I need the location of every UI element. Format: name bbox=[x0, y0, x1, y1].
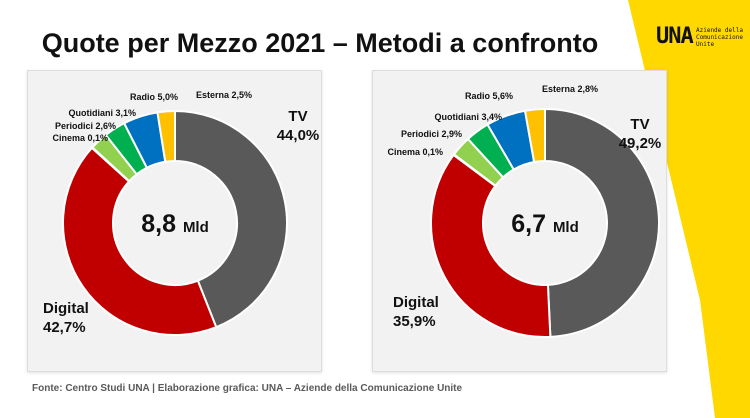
donut-chart-panel-1: 8,8 Mld TV 44,0% Digital 42,7% Cinema 0,1% Per… bbox=[27, 70, 322, 372]
donut-chart-2: 6,7 Mld TV 49,2% Digital 35,9% Cinema 0,1% Per… bbox=[387, 84, 662, 338]
slice-digital bbox=[430, 153, 552, 338]
center-value: 6,7 bbox=[511, 210, 553, 238]
slice-label-esterna: Esterna 2,8% bbox=[542, 84, 598, 94]
logo-text-line: Comunicazione bbox=[696, 34, 743, 41]
center-total-label: 6,7 Mld bbox=[511, 210, 579, 238]
donut-chart-panel-2: 6,7 Mld TV 49,2% Digital 35,9% Cinema 0,1% Per… bbox=[372, 70, 667, 372]
slice-label-periodici: Periodici 2,9% bbox=[401, 129, 462, 139]
slice-esterna bbox=[156, 109, 176, 163]
center-unit: Mld bbox=[183, 219, 209, 236]
slice-label-tv: TV 49,2% bbox=[619, 116, 662, 152]
slice-tv bbox=[174, 109, 288, 329]
logo-text-line: Aziende della bbox=[696, 27, 743, 34]
donut-chart-1: 8,8 Mld TV 44,0% Digital 42,7% Cinema 0,1% Per… bbox=[43, 90, 320, 336]
slice-label-digital: Digital 42,7% bbox=[43, 300, 89, 336]
logo-mark: UNA bbox=[656, 24, 694, 49]
una-logo: UNA Aziende della Comunicazione Unite bbox=[656, 24, 748, 64]
slice-label-radio: Radio 5,6% bbox=[465, 91, 513, 101]
slice-label-esterna: Esterna 2,5% bbox=[196, 90, 252, 100]
slice-label-quotidiani: Quotidiani 3,4% bbox=[434, 112, 502, 122]
slice-label-digital: Digital 35,9% bbox=[393, 294, 439, 330]
source-note: Fonte: Centro Studi UNA | Elaborazione g… bbox=[32, 383, 463, 394]
slice-label-radio: Radio 5,0% bbox=[130, 92, 178, 102]
logo-text: Aziende della Comunicazione Unite bbox=[696, 27, 748, 48]
slice-label-quotidiani: Quotidiani 3,1% bbox=[68, 108, 136, 118]
center-total-label: 8,8 Mld bbox=[141, 210, 209, 238]
slice-esterna bbox=[523, 107, 546, 164]
slice-label-cinema: Cinema 0,1% bbox=[387, 147, 443, 157]
logo-text-line: Unite bbox=[696, 41, 715, 48]
page-title: Quote per Mezzo 2021 – Metodi a confront… bbox=[41, 28, 599, 58]
slice-label-cinema: Cinema 0,1% bbox=[52, 133, 108, 143]
center-unit: Mld bbox=[553, 219, 579, 236]
center-value: 8,8 bbox=[141, 210, 183, 238]
slice-label-tv: TV 44,0% bbox=[277, 108, 320, 144]
slice-tv bbox=[544, 107, 660, 338]
slice-label-periodici: Periodici 2,6% bbox=[55, 121, 116, 131]
slice-digital bbox=[62, 146, 218, 336]
